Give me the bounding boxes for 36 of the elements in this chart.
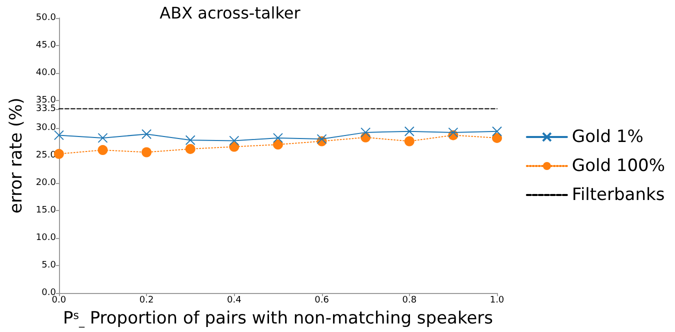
y-tick-label: 33.5: [36, 104, 56, 114]
y-tick-label: 45.0: [36, 40, 56, 51]
legend-label: Gold 100%: [572, 156, 665, 176]
point: [98, 145, 108, 156]
point: [360, 127, 371, 138]
point: [404, 136, 414, 146]
point: [272, 132, 283, 143]
x-tick-label: 0.2: [139, 296, 154, 306]
x-tick-label: 0.4: [227, 296, 242, 306]
y-axis-title: error rate (%): [6, 98, 26, 214]
point: [229, 136, 240, 146]
y-tick-label: 30.0: [36, 123, 56, 134]
x-tick-label: 1.0: [490, 296, 504, 306]
point: [98, 132, 108, 143]
y-tick-label: 20.0: [36, 178, 56, 188]
y-tick-label: 10.0: [36, 233, 56, 244]
point: [185, 144, 196, 154]
x-tick-label: 0.8: [402, 296, 417, 306]
y-tick-label: 50.0: [36, 13, 56, 23]
chart-title: ABX across-talker: [160, 4, 301, 22]
point: [448, 127, 458, 138]
point: [54, 130, 64, 140]
y-tick-label: 40.0: [36, 68, 56, 78]
x-tick-label: 0.6: [314, 296, 330, 306]
point: [142, 129, 152, 140]
point: [142, 147, 152, 158]
point: [185, 135, 196, 146]
y-tick-label: 15.0: [36, 206, 56, 216]
point: [404, 126, 414, 136]
x-tick-label: 0.0: [52, 296, 66, 306]
legend-label: Gold 1%: [572, 127, 644, 147]
point: [272, 140, 283, 150]
point: [492, 132, 502, 143]
legend-label: Filterbanks: [572, 185, 665, 205]
y-tick-label: 5.0: [42, 260, 56, 271]
point: [492, 126, 502, 136]
